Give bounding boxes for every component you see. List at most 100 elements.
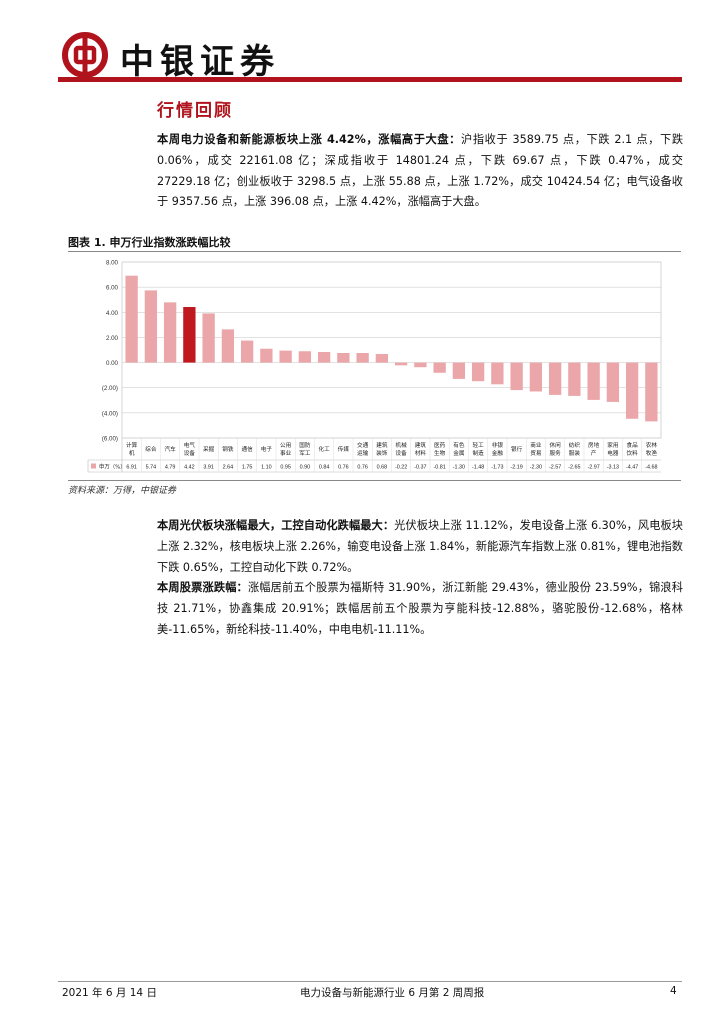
data-value-label: 0.76 — [357, 465, 368, 471]
figure-title: 图表 1. 申万行业指数涨跌幅比较 — [68, 236, 231, 249]
x-category-label: 电气 — [184, 441, 196, 449]
x-category-label: 银行 — [511, 445, 523, 453]
market-review-paragraph: 本周电力设备和新能源板块上涨 4.42%，涨幅高于大盘：沪指收于 3589.75… — [157, 130, 683, 213]
x-category-label: 非银 — [492, 441, 504, 449]
industry-index-bar-chart: 8.00 6.00 4.00 2.00 0.00 (2.00) (4.00) (6.00) 计算… — [87, 260, 662, 473]
data-value-label: 0.76 — [338, 465, 349, 471]
bar — [202, 313, 215, 363]
x-category-label: 国防 — [299, 441, 311, 449]
y-tick-label: 4.00 — [106, 310, 119, 317]
paragraph-lead: 本周股票涨跌幅： — [157, 581, 248, 594]
x-category-label: 生物 — [434, 449, 446, 457]
x-category-label: 设备 — [396, 449, 408, 457]
x-category-label: 医药 — [434, 441, 446, 449]
bar — [260, 348, 273, 363]
figure-bottom-rule — [68, 480, 681, 481]
x-category-label: 军工 — [299, 450, 311, 457]
bar — [337, 353, 350, 363]
data-value-label: -2.57 — [549, 465, 561, 471]
data-value-label: 1.75 — [242, 465, 253, 471]
x-category-label: 有色 — [453, 441, 465, 449]
x-category-label: 房地 — [588, 441, 600, 449]
x-category-label: 机 — [129, 449, 135, 457]
x-category-label: 装饰 — [376, 449, 388, 457]
bar — [452, 362, 466, 379]
bar — [317, 352, 331, 363]
bar — [298, 351, 312, 363]
figure-top-rule — [68, 251, 681, 252]
bar — [240, 340, 254, 363]
bar — [183, 307, 196, 363]
x-category-label: 材料 — [415, 449, 427, 457]
paragraph-lead: 本周电力设备和新能源板块上涨 4.42%，涨幅高于大盘： — [157, 133, 461, 146]
bar — [587, 362, 600, 400]
bar — [356, 353, 369, 363]
bank-of-china-logo-icon — [62, 32, 108, 78]
footer-rule — [58, 981, 682, 982]
x-category-label: 机械 — [396, 441, 408, 449]
legend-swatch — [91, 463, 96, 469]
subsector-paragraph: 本周光伏板块涨幅最大，工控自动化跌幅最大：光伏板块上涨 11.12%，发电设备上… — [157, 516, 683, 578]
data-value-label: -0.37 — [414, 465, 426, 471]
data-value-label: 2.64 — [223, 465, 234, 471]
data-value-label: 5.74 — [146, 465, 157, 471]
data-value-label: 0.90 — [300, 465, 311, 471]
x-category-label: 计算 — [126, 441, 138, 449]
brand-name: 中银证券 — [120, 42, 280, 82]
bar — [529, 362, 543, 392]
legend-series-name: 申万（%） — [99, 463, 126, 471]
figure-source: 资料来源：万得，中银证券 — [68, 486, 177, 496]
bar — [606, 362, 620, 402]
data-value-label: -1.48 — [472, 465, 484, 471]
data-value-label: 0.68 — [377, 465, 388, 471]
footer-report-title: 电力设备与新能源行业 6 月第 2 周周报 — [300, 987, 485, 999]
y-tick-label: (4.00) — [102, 410, 118, 417]
data-value-label: -4.47 — [626, 465, 638, 471]
x-category-label: 饮料 — [627, 449, 639, 457]
x-category-label: 贸易 — [530, 449, 542, 457]
x-category-label: 纺织 — [569, 441, 581, 449]
data-value-label: -1.30 — [453, 465, 465, 471]
y-tick-label: (2.00) — [102, 385, 118, 392]
x-category-label: 交通 — [357, 441, 369, 449]
x-category-label: 电子 — [261, 445, 273, 453]
data-value-label: -2.97 — [587, 465, 599, 471]
x-category-label: 金融 — [492, 449, 504, 457]
x-category-label: 化工 — [319, 445, 331, 453]
bar — [491, 362, 504, 385]
y-tick-label: 2.00 — [106, 335, 119, 342]
section-title: 行情回顾 — [157, 101, 233, 121]
paragraph-lead: 本周光伏板块涨幅最大，工控自动化跌幅最大： — [157, 519, 395, 532]
y-tick-label: 0.00 — [106, 360, 119, 367]
bar — [510, 362, 523, 391]
data-value-label: -2.65 — [568, 465, 580, 471]
x-category-label: 家用 — [607, 441, 618, 449]
x-category-label: 休闲 — [550, 441, 562, 449]
footer-page-number: 4 — [670, 985, 677, 997]
bar — [471, 362, 485, 382]
bar — [125, 275, 138, 363]
x-category-label: 产 — [591, 449, 597, 457]
x-category-label: 金属 — [453, 449, 465, 457]
header-red-bar — [58, 77, 682, 82]
x-category-label: 服装 — [569, 449, 581, 457]
x-category-label: 服务 — [550, 449, 562, 457]
x-category-label: 牧渔 — [646, 449, 658, 457]
data-value-label: -4.68 — [645, 465, 657, 471]
bar — [568, 362, 581, 396]
bar — [625, 362, 639, 419]
data-value-label: 4.42 — [184, 465, 195, 471]
data-value-label: 0.95 — [280, 465, 291, 471]
data-value-label: 3.91 — [203, 465, 214, 471]
x-category-label: 公用 — [280, 442, 291, 449]
x-category-label: 商业 — [530, 441, 542, 449]
bar — [548, 362, 562, 395]
y-tick-label: (6.00) — [102, 436, 118, 443]
x-category-label: 综合 — [145, 445, 157, 453]
x-category-label: 电器 — [607, 449, 619, 457]
x-category-label: 采掘 — [203, 445, 215, 453]
paragraph-body: 光伏板块上涨 11.12%，发电设备上涨 6.30%，风电板块上涨 2.32%，… — [157, 519, 683, 574]
x-category-label: 设备 — [184, 449, 196, 457]
bar — [645, 362, 658, 422]
data-value-label: -2.30 — [530, 465, 542, 471]
